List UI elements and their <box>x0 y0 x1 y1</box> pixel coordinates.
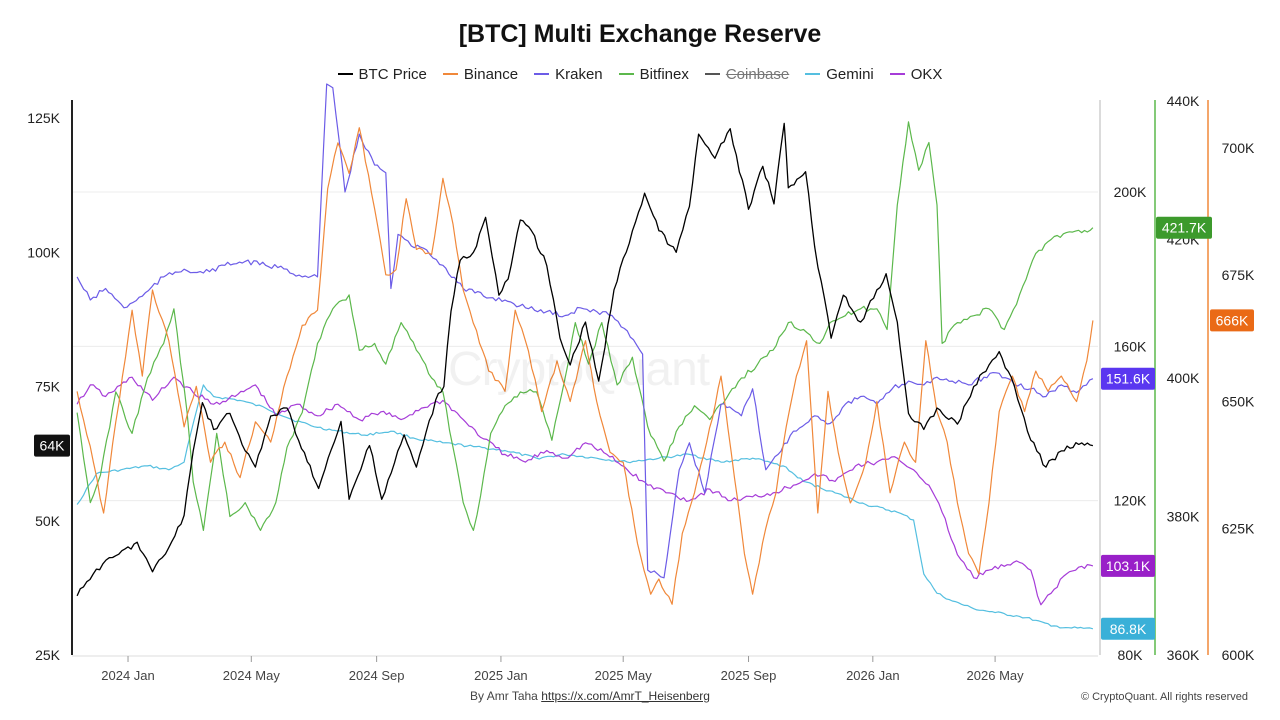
legend-label: Bitfinex <box>639 65 689 83</box>
y-tick-label-left: 125K <box>27 110 60 126</box>
copyright: © CryptoQuant. All rights reserved <box>1080 691 1248 703</box>
value-tag-btc-price <box>34 434 70 457</box>
y-tick-label-bitfinex: 400K <box>1167 370 1200 386</box>
legend-item-kraken[interactable]: Kraken <box>534 66 603 83</box>
legend-swatch <box>618 73 634 75</box>
x-tick-label: 2024 Jan <box>101 668 155 683</box>
legend-swatch <box>704 73 720 75</box>
value-tag-binance <box>1210 309 1254 332</box>
legend-label: Kraken <box>555 65 603 83</box>
value-tag-label-btc-price: 64K <box>40 438 66 454</box>
y-tick-label-left: 75K <box>35 379 61 395</box>
y-tick-label-bitfinex: 440K <box>1167 93 1200 109</box>
legend-item-gemini[interactable]: Gemini <box>805 66 874 83</box>
legend-label: Binance <box>463 65 519 83</box>
y-tick-label-bitfinex: 380K <box>1167 509 1200 525</box>
series-line-gemini <box>76 384 1094 630</box>
series-line-binance <box>76 127 1094 605</box>
x-tick-label: 2025 Jan <box>474 668 528 683</box>
legend-item-okx[interactable]: OKX <box>889 65 943 83</box>
y-tick-label-right-1: 160K <box>1114 338 1147 354</box>
y-tick-label-left: 100K <box>27 244 60 260</box>
author-link[interactable]: https://x.com/AmrT_Heisenberg <box>541 689 710 703</box>
legend-label: Coinbase <box>725 65 790 83</box>
y-tick-label-binance: 600K <box>1222 647 1255 663</box>
footer-author: By Amr Taha https://x.com/AmrT_Heisenber… <box>0 689 1180 703</box>
value-tag-label-okx: 103.1K <box>1106 558 1151 574</box>
value-tag-okx <box>1101 554 1155 577</box>
value-tag-label-kraken: 151.6K <box>1106 371 1151 387</box>
legend-swatch <box>534 73 550 75</box>
x-tick-label: 2026 May <box>967 668 1025 683</box>
y-tick-label-left: 25K <box>35 647 61 663</box>
y-tick-label-right-1: 200K <box>1114 184 1147 200</box>
legend-item-coinbase[interactable]: Coinbase <box>704 65 790 83</box>
legend-swatch <box>889 73 905 75</box>
y-tick-label-binance: 625K <box>1222 520 1255 536</box>
legend-label: Gemini <box>826 65 874 83</box>
legend-item-bitfinex[interactable]: Bitfinex <box>618 65 689 83</box>
series-line-bitfinex <box>76 121 1094 531</box>
series-line-kraken <box>76 83 1094 579</box>
y-tick-label-right-1: 80K <box>1118 647 1144 663</box>
value-tag-kraken <box>1101 367 1155 390</box>
legend-swatch <box>442 73 458 75</box>
x-tick-label: 2025 May <box>595 668 653 683</box>
value-tag-gemini <box>1101 617 1155 640</box>
legend-label: OKX <box>910 65 943 83</box>
chart-title: [BTC] Multi Exchange Reserve <box>458 20 822 48</box>
y-tick-label-binance: 675K <box>1222 267 1255 283</box>
x-tick-label: 2024 Sep <box>349 668 405 683</box>
value-tag-label-bitfinex: 421.7K <box>1162 220 1207 236</box>
value-tag-bitfinex <box>1156 216 1212 239</box>
y-tick-label-binance: 700K <box>1222 140 1255 156</box>
legend-swatch <box>337 73 353 75</box>
y-tick-label-binance: 650K <box>1222 394 1255 410</box>
x-tick-label: 2024 May <box>223 668 281 683</box>
x-tick-label: 2025 Sep <box>721 668 777 683</box>
value-tag-label-binance: 666K <box>1216 312 1249 328</box>
legend: BTC Price Binance Kraken Bitfinex Coinbase Ge… <box>0 62 1280 83</box>
y-tick-label-bitfinex: 360K <box>1167 647 1200 663</box>
legend-swatch <box>805 73 821 75</box>
x-tick-label: 2026 Jan <box>846 668 900 683</box>
legend-label: BTC Price <box>358 65 427 83</box>
legend-item-binance[interactable]: Binance <box>442 65 519 83</box>
y-tick-label-right-1: 120K <box>1114 493 1147 509</box>
series-line-btc-price <box>76 122 1094 597</box>
legend-item-btc-price[interactable]: BTC Price <box>337 65 427 83</box>
footer-by: By Amr Taha <box>470 689 542 703</box>
series-line-okx <box>76 376 1094 606</box>
value-tag-label-gemini: 86.8K <box>1110 621 1147 637</box>
y-tick-label-left: 50K <box>35 513 61 529</box>
